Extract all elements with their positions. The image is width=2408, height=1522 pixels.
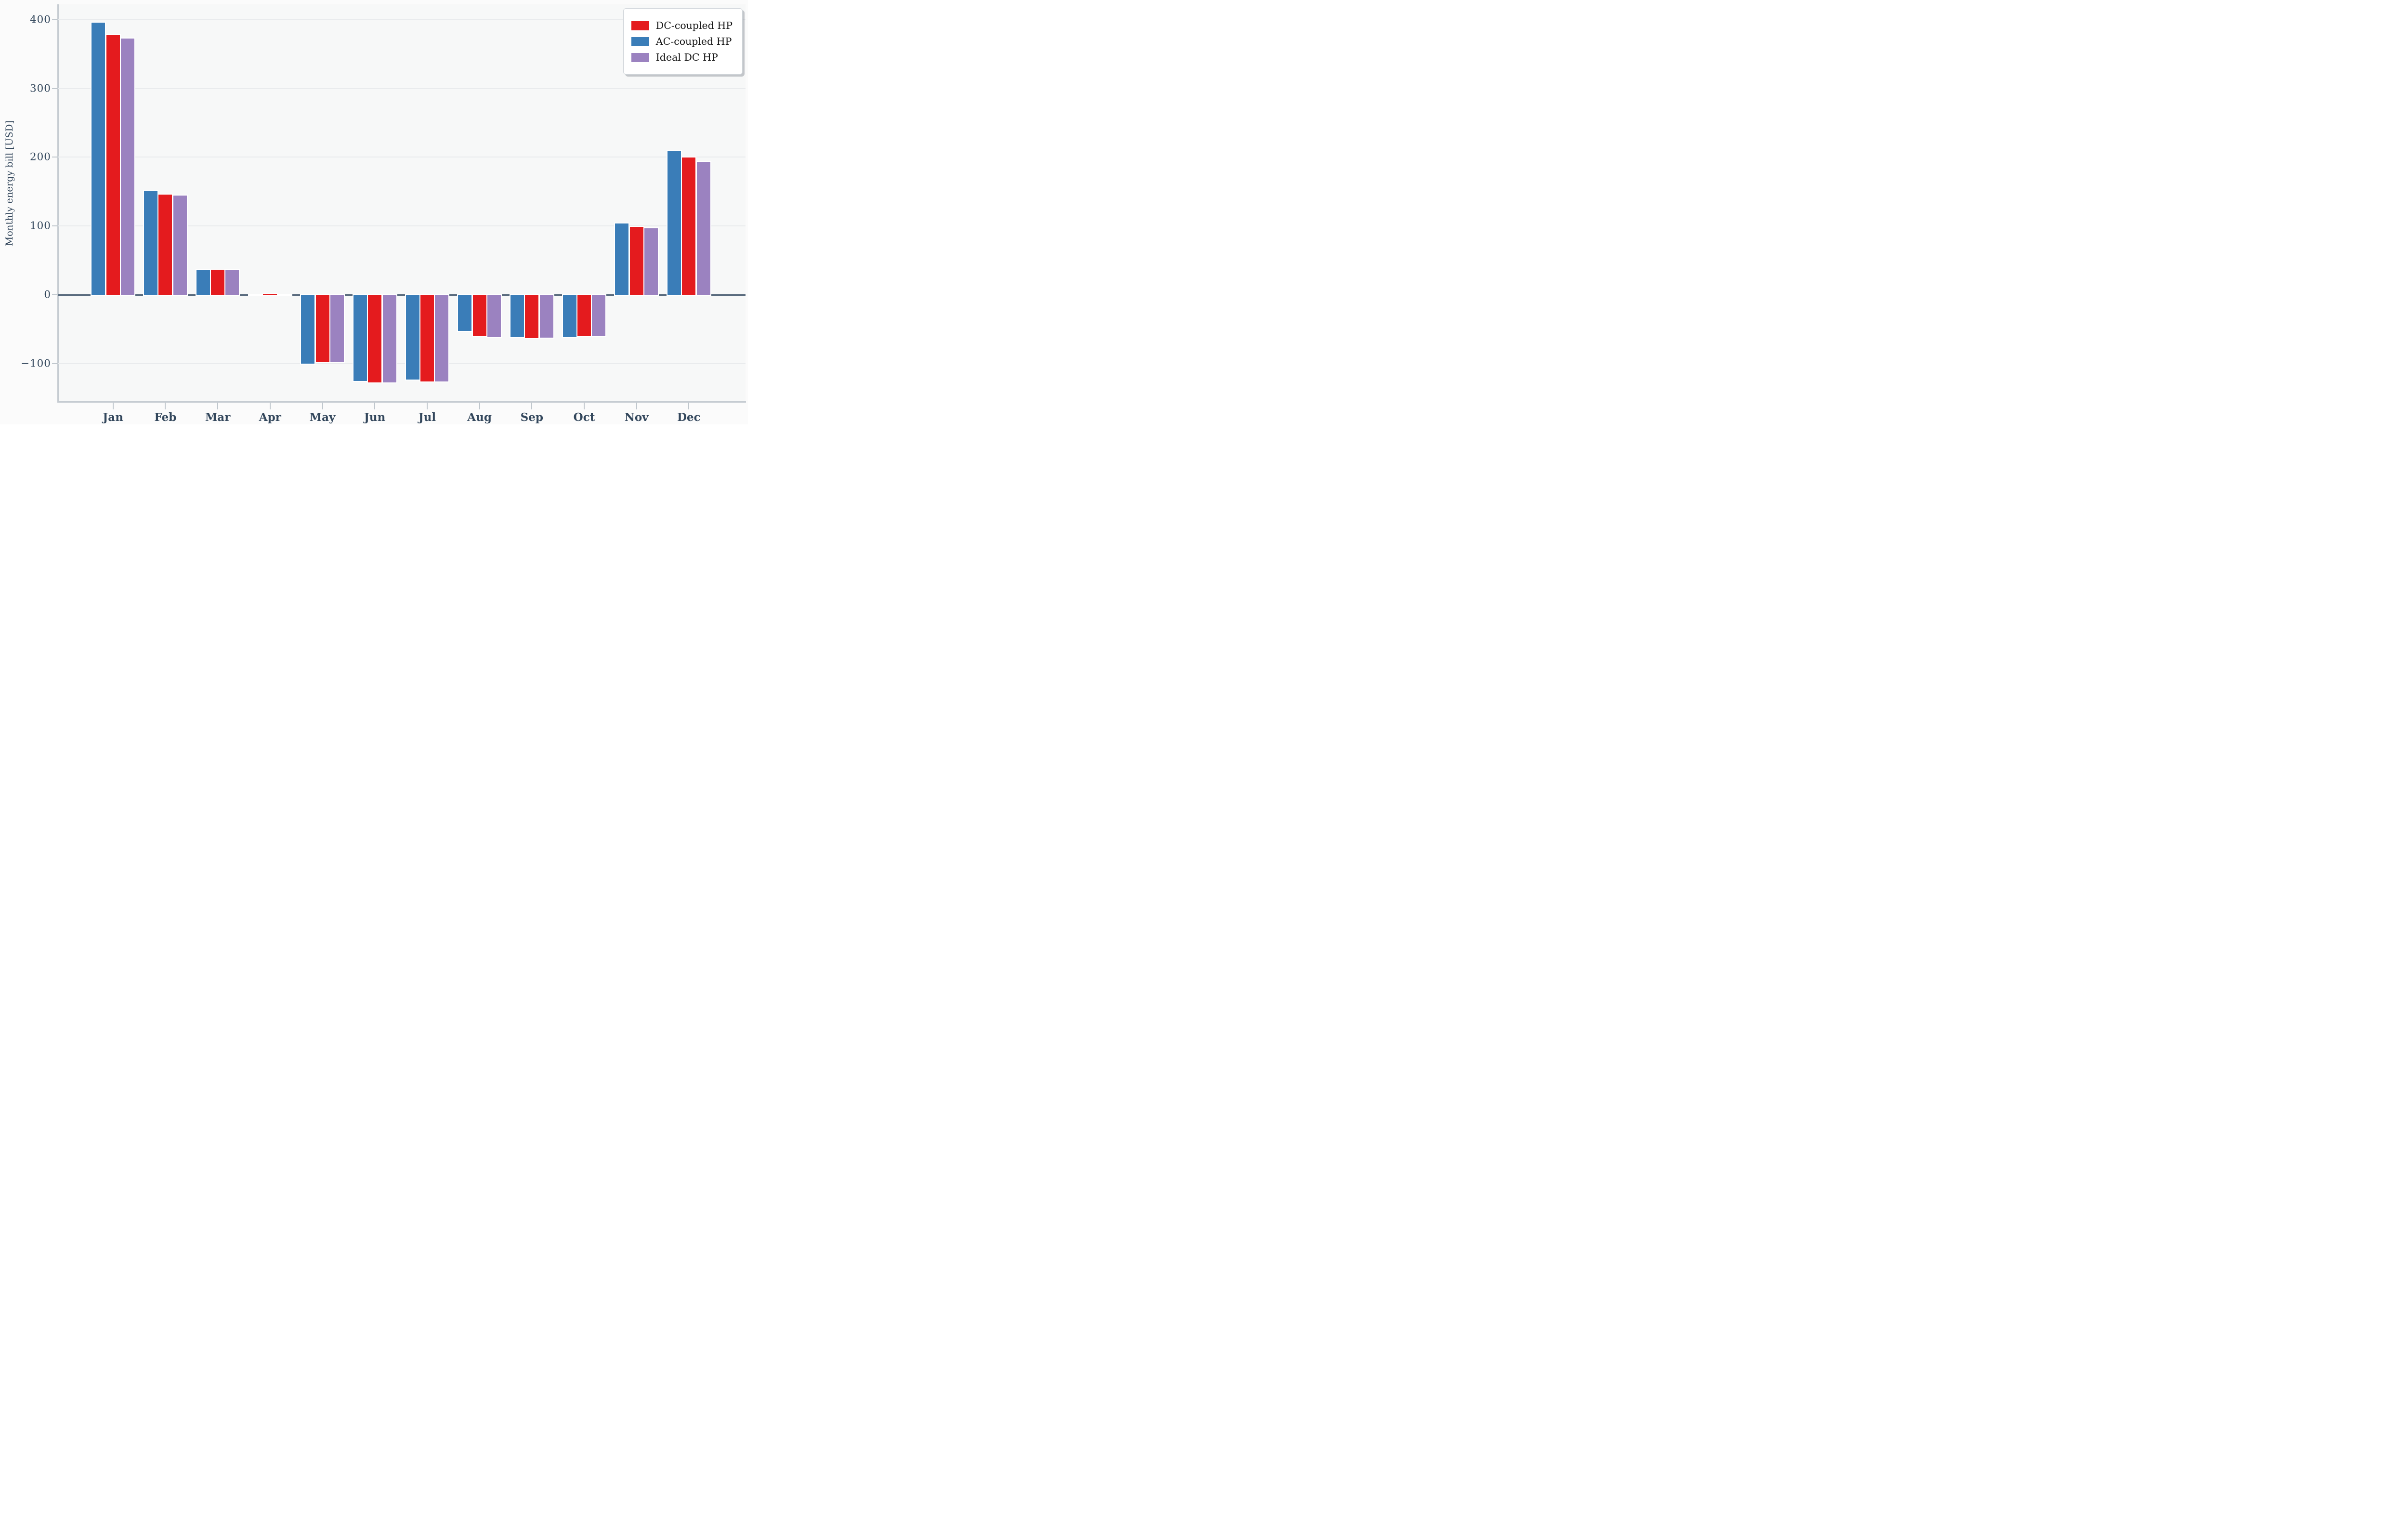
- bar-dec-ideal-dc-hp: [695, 160, 711, 296]
- bar-mar-ideal-dc-hp: [224, 269, 240, 296]
- x-tick-mark-feb: [165, 403, 166, 409]
- bar-sep-ideal-dc-hp: [538, 294, 554, 339]
- bar-feb-dc-coupled-hp: [157, 194, 173, 296]
- legend-swatch-ac-coupled-hp: [631, 37, 649, 46]
- x-tick-label-mar: Mar: [205, 411, 231, 424]
- y-tick-label-400: 400: [29, 13, 51, 26]
- x-tick-mark-apr: [269, 403, 271, 409]
- gridline--100: [58, 363, 746, 364]
- zero-baseline: [58, 294, 746, 296]
- x-tick-mark-oct: [584, 403, 585, 409]
- bar-aug-ideal-dc-hp: [486, 294, 502, 338]
- bar-jun-dc-coupled-hp: [367, 294, 383, 383]
- bar-mar-dc-coupled-hp: [210, 268, 226, 296]
- legend-item-ac-coupled-hp: AC-coupled HP: [631, 36, 733, 47]
- y-tick-label--100: −100: [20, 357, 51, 370]
- legend-item-dc-coupled-hp: DC-coupled HP: [631, 20, 733, 31]
- x-tick-mark-mar: [217, 403, 219, 409]
- y-tick-label-100: 100: [29, 220, 51, 232]
- y-tick-mark-100: [52, 225, 57, 227]
- bar-apr-ac-coupled-hp: [248, 294, 263, 296]
- x-tick-label-apr: Apr: [259, 411, 281, 424]
- legend-label: DC-coupled HP: [655, 20, 733, 31]
- left-axis-spine: [57, 4, 59, 403]
- y-axis-title: Monthly energy bill [USD]: [2, 4, 16, 362]
- x-tick-label-jan: Jan: [103, 411, 123, 424]
- bar-may-dc-coupled-hp: [314, 294, 330, 364]
- y-tick-mark--100: [52, 363, 57, 364]
- bar-feb-ac-coupled-hp: [143, 189, 159, 296]
- bar-jul-dc-coupled-hp: [419, 294, 435, 383]
- x-tick-label-nov: Nov: [624, 411, 649, 424]
- bar-apr-ideal-dc-hp: [277, 294, 293, 296]
- y-tick-label-300: 300: [29, 82, 51, 95]
- bar-jan-ac-coupled-hp: [91, 22, 106, 296]
- bar-nov-dc-coupled-hp: [628, 226, 644, 296]
- bar-chart-figure: 400 300 200 100 0 −100 Jan Feb Mar Apr May Jun Jul A…: [0, 0, 748, 424]
- bar-jul-ideal-dc-hp: [434, 294, 450, 383]
- bar-jan-dc-coupled-hp: [105, 34, 121, 296]
- gridline-300: [58, 88, 746, 89]
- x-tick-label-may: May: [309, 411, 336, 424]
- bar-jun-ideal-dc-hp: [381, 294, 397, 383]
- y-tick-label-0: 0: [44, 289, 51, 301]
- x-tick-mark-dec: [688, 403, 690, 409]
- legend-item-ideal-dc-hp: Ideal DC HP: [631, 52, 733, 63]
- y-tick-mark-400: [52, 19, 57, 20]
- bar-dec-dc-coupled-hp: [681, 156, 697, 296]
- legend-label: AC-coupled HP: [655, 36, 732, 47]
- y-tick-mark-0: [52, 294, 57, 295]
- y-tick-mark-300: [52, 88, 57, 89]
- bar-sep-ac-coupled-hp: [510, 294, 525, 338]
- x-tick-mark-sep: [531, 403, 533, 409]
- gridline-400: [58, 19, 746, 20]
- legend-swatch-dc-coupled-hp: [631, 21, 649, 30]
- x-tick-mark-jan: [112, 403, 114, 409]
- y-axis-title-text: Monthly energy bill [USD]: [3, 120, 15, 246]
- legend-swatch-ideal-dc-hp: [631, 52, 649, 62]
- bar-feb-ideal-dc-hp: [172, 194, 188, 296]
- x-tick-label-jun: Jun: [364, 411, 386, 424]
- x-tick-label-sep: Sep: [520, 411, 543, 424]
- x-tick-mark-aug: [479, 403, 480, 409]
- x-tick-label-oct: Oct: [573, 411, 595, 424]
- bar-may-ac-coupled-hp: [300, 294, 316, 365]
- bar-jan-ideal-dc-hp: [120, 37, 135, 296]
- bar-dec-ac-coupled-hp: [667, 149, 682, 296]
- y-tick-label-200: 200: [29, 151, 51, 163]
- bar-oct-ideal-dc-hp: [591, 294, 607, 338]
- x-tick-label-jul: Jul: [418, 411, 436, 424]
- bar-sep-dc-coupled-hp: [524, 294, 540, 340]
- bar-aug-dc-coupled-hp: [471, 294, 487, 338]
- legend-label: Ideal DC HP: [655, 52, 718, 63]
- bar-nov-ideal-dc-hp: [643, 227, 659, 296]
- x-tick-label-dec: Dec: [677, 411, 701, 424]
- bar-jul-ac-coupled-hp: [405, 294, 420, 381]
- bar-mar-ac-coupled-hp: [195, 269, 211, 296]
- bar-oct-ac-coupled-hp: [562, 294, 577, 338]
- bar-apr-dc-coupled-hp: [262, 293, 278, 296]
- x-tick-mark-jun: [374, 403, 376, 409]
- x-tick-mark-jul: [426, 403, 428, 409]
- bar-aug-ac-coupled-hp: [457, 294, 473, 332]
- bar-jun-ac-coupled-hp: [352, 294, 368, 382]
- bar-nov-ac-coupled-hp: [614, 223, 630, 296]
- x-tick-label-feb: Feb: [154, 411, 177, 424]
- gridline-100: [58, 225, 746, 227]
- x-tick-label-aug: Aug: [467, 411, 492, 424]
- legend: DC-coupled HP AC-coupled HP Ideal DC HP: [623, 8, 743, 75]
- x-tick-mark-may: [322, 403, 323, 409]
- bottom-axis-spine: [57, 401, 746, 403]
- bar-may-ideal-dc-hp: [329, 294, 345, 364]
- bar-oct-dc-coupled-hp: [576, 294, 592, 338]
- x-tick-mark-nov: [636, 403, 637, 409]
